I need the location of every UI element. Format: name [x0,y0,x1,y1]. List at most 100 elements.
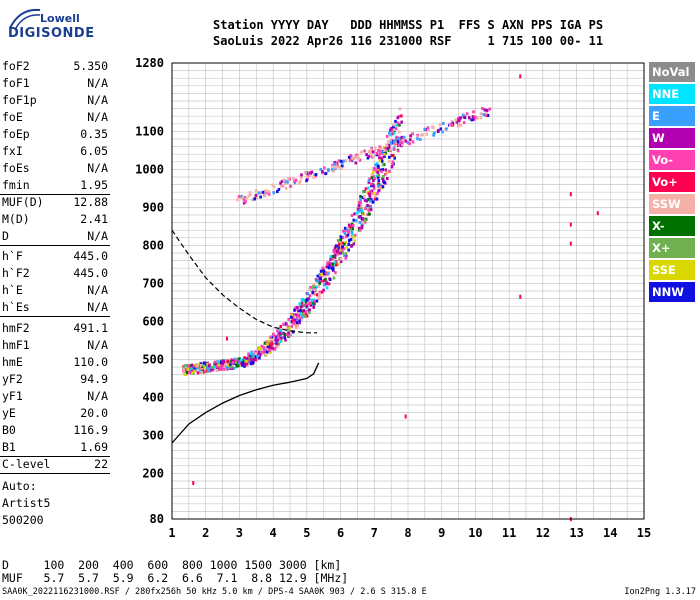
auto-label: Auto: [2,479,37,493]
echo-point [381,185,385,189]
echo-point [226,366,230,370]
echo-point [400,141,404,145]
echo-point [251,361,254,365]
echo-point [390,128,394,132]
echo-point [265,340,268,344]
legend-nnw: NNW [649,282,695,302]
echo-point [366,206,370,210]
echo-point [215,368,219,372]
echo-point [245,197,248,201]
echo-point [519,74,522,79]
echo-point [309,285,312,289]
echo-point [361,196,365,200]
echo-point [189,368,193,372]
echo-point [368,189,372,193]
echo-point [334,244,338,248]
param-key: MUF(D) [2,195,44,209]
echo-point [358,158,362,162]
echo-point [208,366,211,370]
echo-point [341,245,344,249]
echo-point [373,146,377,150]
echo-point [267,190,271,194]
echo-point [287,333,291,337]
echo-point [344,235,348,239]
echo-point [279,181,282,185]
param-hmf1: hmF1 N/A [2,336,108,354]
echo-point [339,260,343,264]
echo-point [479,116,483,120]
echo-point [433,131,436,135]
echo-point [386,177,389,181]
echo-point [230,359,233,363]
echo-point [569,192,572,197]
echo-point [374,195,378,199]
echo-point [295,313,298,317]
echo-point [220,364,223,368]
echo-point [182,365,186,369]
echo-point [254,188,258,192]
echo-point [265,189,268,193]
echo-point [224,367,228,371]
echo-point [384,168,388,172]
echo-point [329,262,333,266]
echo-point [368,199,372,203]
echo-point [316,279,319,283]
echo-point [372,179,375,183]
echo-point [312,305,315,309]
echo-point [203,366,207,370]
param-value: N/A [87,93,108,107]
echo-point [397,137,401,141]
echo-point [366,156,370,160]
echo-point [327,261,331,265]
echo-point [341,251,344,255]
echo-point [323,166,326,170]
echo-point [459,116,462,120]
echo-point [221,362,225,366]
echo-point [421,133,424,137]
echo-point [353,212,356,216]
echo-point [293,315,297,319]
echo-point [272,185,276,189]
echo-point [486,113,490,117]
echo-point [369,208,373,212]
auto-artist: Artist5 [2,496,51,510]
echo-point [402,137,406,141]
echo-point [387,159,391,163]
echo-point [269,347,272,351]
echo-point [368,152,372,156]
x-tick-label: 3 [236,526,243,540]
echo-point [292,330,295,334]
echo-point [351,227,354,231]
echo-point [315,293,319,297]
echo-point [470,118,474,122]
param-value: 445.0 [73,249,108,263]
echo-point [307,302,311,306]
echo-point [376,184,380,188]
echo-point [247,194,250,198]
echo-point [336,239,340,243]
param-key: B0 [2,423,16,437]
param-value: 116.9 [73,423,108,437]
echo-point [235,360,239,364]
echo-point [192,363,196,367]
x-tick-label: 5 [303,526,310,540]
echo-point [306,292,310,296]
echo-point [207,364,211,368]
echo-point [284,186,288,190]
echo-point [396,140,400,144]
echo-point [278,329,281,333]
echo-point [276,340,279,344]
echo-point [250,350,254,354]
param-value: 445.0 [73,266,108,280]
echo-point [190,363,194,367]
echo-point [222,360,225,364]
param-yf1: yF1 N/A [2,387,108,405]
echo-point [182,370,186,374]
echo-point [329,257,332,261]
echo-point [415,135,419,139]
echo-point [402,135,406,139]
echo-point [244,200,247,204]
echo-point [265,350,269,354]
echo-point [257,191,261,195]
echo-point [382,146,386,150]
